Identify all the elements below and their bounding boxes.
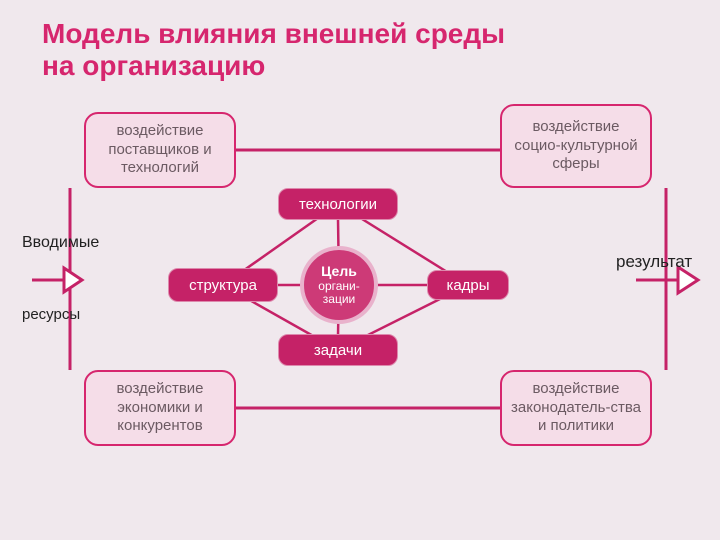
center-goal-sub: органи-зации bbox=[304, 280, 374, 306]
external-factor-economy-competitors: воздействие экономики и конкурентов bbox=[84, 370, 236, 446]
center-goal-title: Цель bbox=[321, 264, 357, 279]
inner-node-tasks: задачи bbox=[278, 334, 398, 366]
page-title: Модель влияния внешней среды на организа… bbox=[42, 18, 505, 82]
title-line2: на организацию bbox=[42, 50, 505, 82]
label-inputs-bottom: ресурсы bbox=[22, 306, 80, 323]
center-goal-node: Цель органи-зации bbox=[300, 246, 378, 324]
external-factor-sociocultural: воздействие социо-культурной сферы bbox=[500, 104, 652, 188]
external-factor-law-politics: воздействие законодатель-ства и политики bbox=[500, 370, 652, 446]
inner-node-structure: структура bbox=[168, 268, 278, 302]
inner-node-staff: кадры bbox=[427, 270, 509, 300]
label-result: результат bbox=[616, 252, 692, 272]
inner-node-technology: технологии bbox=[278, 188, 398, 220]
label-inputs-top: Вводимые bbox=[22, 234, 99, 252]
external-factor-suppliers-tech: воздействие поставщиков и технологий bbox=[84, 112, 236, 188]
title-line1: Модель влияния внешней среды bbox=[42, 18, 505, 50]
diagram-canvas: Модель влияния внешней среды на организа… bbox=[0, 0, 720, 540]
